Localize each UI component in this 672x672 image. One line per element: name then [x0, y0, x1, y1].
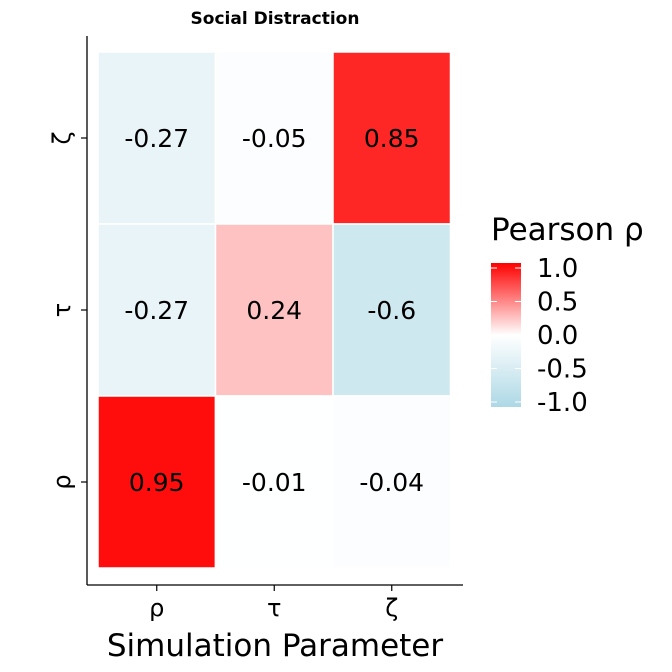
x-axis-label: Simulation Parameter	[107, 628, 444, 664]
cell-value-label: -0.01	[242, 468, 307, 497]
x-tick-label: ζ	[385, 594, 398, 622]
legend-title: Pearson ρ	[491, 212, 644, 248]
cell-value-label: -0.05	[242, 124, 307, 153]
heatmap-cell	[332, 223, 452, 397]
cell-value-label: 0.95	[129, 468, 185, 497]
y-tick-label: ζ	[48, 131, 76, 144]
heatmap-cell	[97, 395, 217, 569]
cell-value-label: -0.27	[124, 124, 189, 153]
cell-value-label: -0.6	[367, 296, 416, 325]
legend-tick-label: 1.0	[537, 254, 578, 284]
legend-tick-label: -0.5	[537, 355, 588, 385]
y-axis-ticks: ρ τ ζ	[48, 131, 87, 490]
cell-value-label: -0.27	[124, 296, 189, 325]
heatmap-cells	[97, 51, 452, 569]
legend-tick-label: -1.0	[537, 388, 588, 418]
chart-title: Social Distraction	[191, 9, 360, 29]
cell-value-label: -0.04	[359, 468, 424, 497]
x-tick-label: ρ	[149, 594, 164, 622]
legend-tick-label: 0.0	[537, 321, 578, 351]
cell-value-label: 0.24	[246, 296, 302, 325]
cell-value-label: 0.85	[364, 124, 420, 153]
heatmap-cell-labels: -0.27 -0.05 0.85 -0.27 0.24 -0.6 0.95 -0.01 -0.0…	[124, 124, 424, 497]
x-tick-label: τ	[267, 594, 281, 622]
y-tick-label: ρ	[48, 474, 76, 489]
heatmap-cell	[214, 51, 334, 225]
heatmap-cell	[97, 223, 217, 397]
heatmap-cell	[332, 51, 452, 225]
heatmap-cell	[214, 395, 334, 569]
legend-tick-label: 0.5	[537, 288, 578, 318]
y-tick-label: τ	[48, 303, 76, 317]
heatmap-cell	[332, 395, 452, 569]
legend-ticks: 1.0 0.50.0 -0.5-1.0	[491, 254, 588, 418]
heatmap-cell	[97, 51, 217, 225]
heatmap-cell	[214, 223, 334, 397]
color-legend: Pearson ρ 1.0 0.50.0 -0.5-1.0	[491, 212, 644, 418]
